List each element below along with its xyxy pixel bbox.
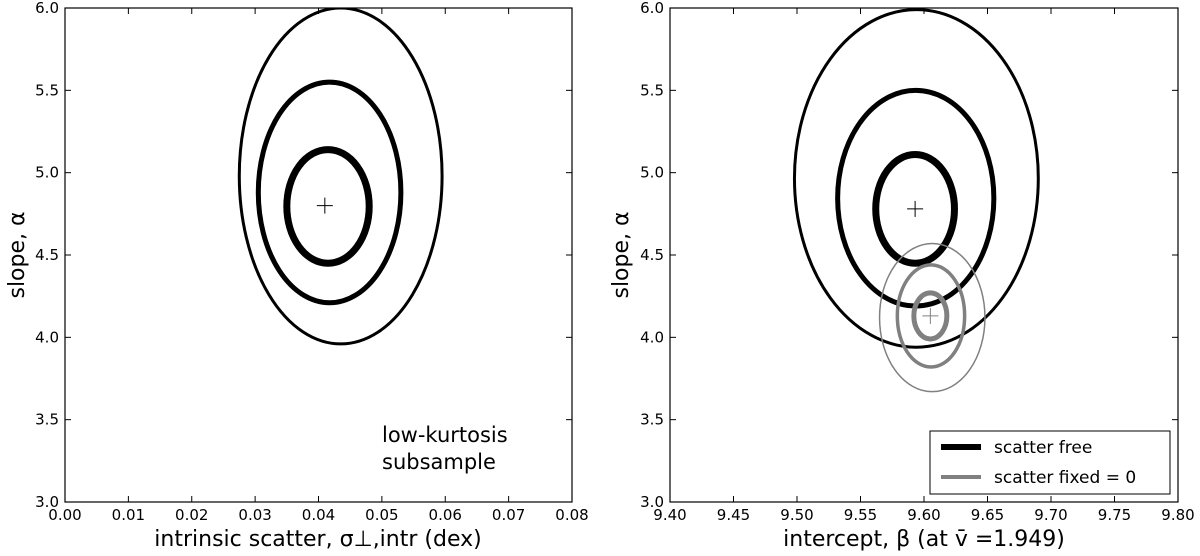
contour-level-3-fixed [878, 242, 986, 393]
x-tick-label: 0.01 [112, 506, 145, 524]
legend: scatter free scatter fixed = 0 [929, 430, 1171, 495]
contour-level-2-free [835, 87, 997, 309]
right-best-fit-markers [907, 200, 939, 324]
x-tick-label: 9.40 [653, 506, 686, 524]
x-tick-label: 9.50 [780, 506, 813, 524]
contour-level-1-fixed [911, 290, 950, 342]
right-y-axis-label: slope, α [609, 211, 634, 298]
y-tick-label: 4.5 [35, 246, 59, 264]
x-tick-label: 0.04 [302, 506, 335, 524]
left-y-ticks: 3.0 3.5 4.0 4.5 5.0 5.5 6.0 [35, 0, 572, 511]
x-tick-label: 9.80 [1161, 506, 1194, 524]
y-tick-label: 4.0 [35, 328, 59, 346]
left-x-axis-label: intrinsic scatter, σ⊥,intr (dex) [154, 527, 481, 552]
x-tick-label: 0.02 [175, 506, 208, 524]
x-tick-label: 0.00 [48, 506, 81, 524]
annotation-line-1: low-kurtosis [382, 423, 508, 447]
x-tick-label: 9.75 [1098, 506, 1131, 524]
left-x-ticks: 0.00 0.01 0.02 0.03 0.04 0.05 0.06 0.07 0.08 [48, 8, 589, 524]
x-tick-label: 9.55 [844, 506, 877, 524]
contour-level-3-free [237, 8, 444, 346]
right-panel: 9.40 9.45 9.50 9.55 9.60 9.65 9.70 9.75 9.80 3.0… [609, 0, 1195, 552]
left-y-axis-label: slope, α [5, 211, 30, 298]
left-panel: 0.00 0.01 0.02 0.03 0.04 0.05 0.06 0.07 0.08 3.0… [5, 0, 589, 552]
legend-label-scatter-fixed: scatter fixed = 0 [994, 468, 1136, 488]
right-x-ticks: 9.40 9.45 9.50 9.55 9.60 9.65 9.70 9.75 9.80 [653, 8, 1195, 524]
x-tick-label: 0.05 [365, 506, 398, 524]
x-tick-label: 0.06 [429, 506, 462, 524]
y-tick-label: 4.5 [640, 246, 664, 264]
y-tick-label: 4.0 [640, 328, 664, 346]
annotation-line-2: subsample [382, 450, 496, 474]
x-tick-label: 9.70 [1034, 506, 1067, 524]
left-contours [237, 8, 444, 346]
y-tick-label: 3.0 [640, 493, 664, 511]
contour-level-1-free [283, 146, 373, 267]
x-tick-label: 0.07 [492, 506, 525, 524]
x-tick-label: 0.08 [555, 506, 588, 524]
x-tick-label: 9.45 [717, 506, 750, 524]
legend-label-scatter-free: scatter free [994, 438, 1092, 458]
right-y-ticks: 3.0 3.5 4.0 4.5 5.0 5.5 6.0 [640, 0, 1178, 511]
y-tick-label: 6.0 [35, 0, 59, 17]
y-tick-label: 3.5 [640, 411, 664, 429]
contour-level-3-free [792, 8, 1040, 349]
right-contours [792, 8, 1040, 393]
x-tick-label: 9.65 [971, 506, 1004, 524]
right-plot-frame [669, 7, 1179, 503]
right-x-axis-label: intercept, β (at v̄ =1.949) [783, 527, 1065, 552]
contour-level-1-free [872, 151, 958, 267]
left-best-fit-markers [316, 197, 333, 214]
y-tick-label: 5.5 [640, 81, 664, 99]
x-tick-label: 0.03 [238, 506, 271, 524]
y-tick-label: 6.0 [640, 0, 664, 17]
y-tick-label: 5.0 [640, 164, 664, 182]
contour-level-2-free [255, 79, 404, 306]
contour-level-2-fixed [895, 263, 967, 369]
legend-box [929, 430, 1171, 495]
y-tick-label: 3.0 [35, 493, 59, 511]
y-tick-label: 5.5 [35, 81, 59, 99]
x-tick-label: 9.60 [907, 506, 940, 524]
y-tick-label: 3.5 [35, 411, 59, 429]
y-tick-label: 5.0 [35, 164, 59, 182]
